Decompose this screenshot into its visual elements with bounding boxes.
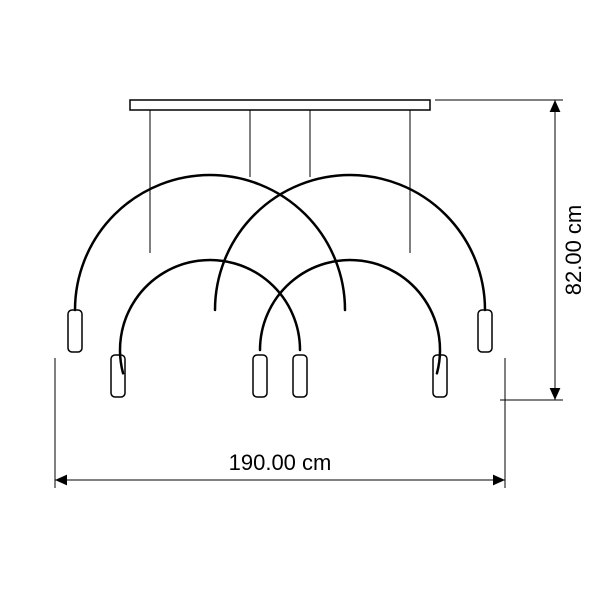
canopy (130, 100, 430, 110)
width-label: 190.00 cm (229, 450, 332, 475)
pendants (68, 310, 492, 397)
height-label: 82.00 cm (561, 205, 586, 296)
technical-drawing: 190.00 cm 82.00 cm (0, 0, 600, 600)
arcs (75, 175, 485, 373)
suspension-wires (150, 110, 410, 253)
width-dimension: 190.00 cm (55, 358, 505, 488)
height-dimension: 82.00 cm (435, 100, 586, 400)
